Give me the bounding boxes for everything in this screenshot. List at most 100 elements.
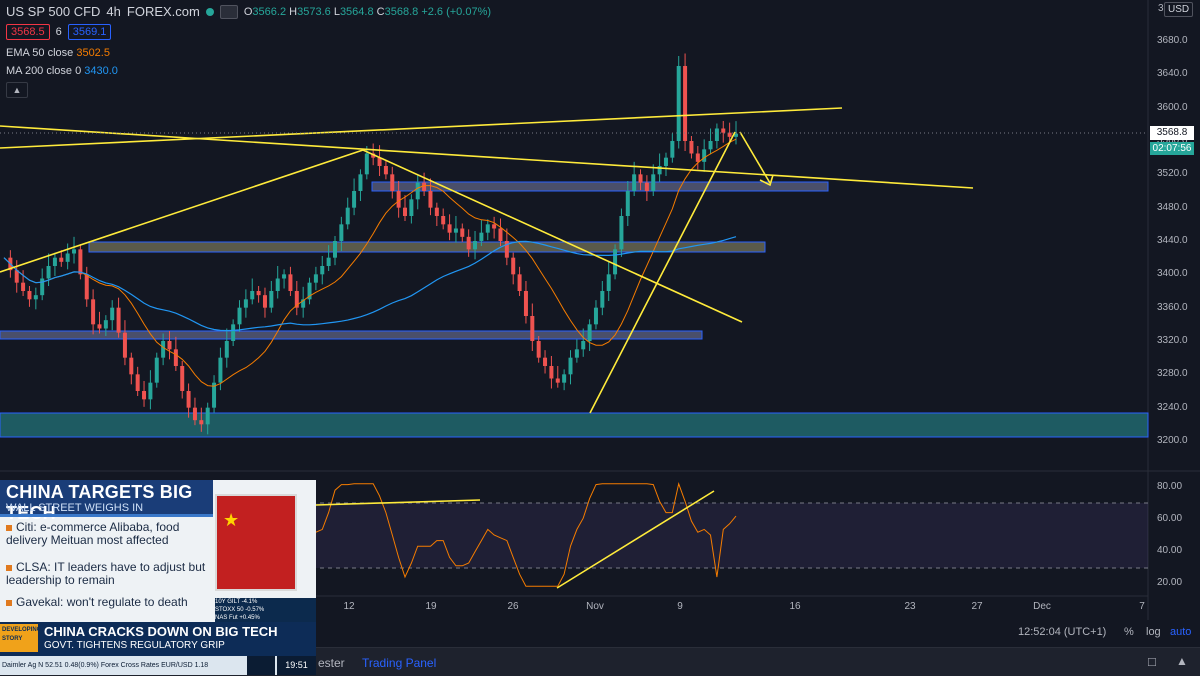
candle xyxy=(473,241,478,250)
candle xyxy=(78,249,83,275)
rsi-trendline-top xyxy=(315,499,481,506)
candle xyxy=(581,341,586,350)
candle xyxy=(352,191,357,208)
candle xyxy=(91,299,96,325)
candle xyxy=(332,241,337,258)
candle xyxy=(549,366,554,379)
trendline-support xyxy=(589,131,736,414)
candle xyxy=(390,174,395,191)
video-ticker-strip: Daimler Ag N 52.51 0.48(0.9%) Forex Cros… xyxy=(0,656,316,675)
developing-story-badge: DEVELOPING STORY xyxy=(0,624,41,652)
candle xyxy=(638,174,643,183)
date-tick: 16 xyxy=(789,601,801,612)
symbol-name[interactable]: US SP 500 CFD xyxy=(6,4,101,19)
candle xyxy=(523,291,528,316)
collapse-legend-chevron-icon[interactable]: ▲ xyxy=(6,82,28,98)
tab-trading-panel[interactable]: Trading Panel xyxy=(362,656,437,670)
percent-scale-button[interactable]: % xyxy=(1124,626,1134,638)
candle xyxy=(326,257,331,266)
price-tick: 3360.0 xyxy=(1157,301,1188,313)
candle xyxy=(517,274,522,291)
candle xyxy=(231,324,236,341)
candle xyxy=(562,374,567,383)
video-ticker-text: Daimler Ag N 52.51 0.48(0.9%) Forex Cros… xyxy=(2,662,209,669)
auto-scale-button[interactable]: auto xyxy=(1170,626,1192,638)
candle xyxy=(269,291,274,308)
rsi-tick: 40.00 xyxy=(1157,545,1183,556)
candle xyxy=(657,166,662,175)
candle xyxy=(600,291,605,308)
candle xyxy=(504,241,509,258)
clock[interactable]: 12:52:04 (UTC+1) xyxy=(1018,626,1107,638)
china-flag-image: ★ xyxy=(215,494,297,591)
video-overlay[interactable]: CHINA TARGETS BIG TECH WALL STREET WEIGH… xyxy=(0,480,316,675)
ma-legend[interactable]: MA 200 close 0 3430.0 xyxy=(6,65,118,77)
candle xyxy=(288,274,293,291)
candle xyxy=(536,341,541,358)
candle xyxy=(396,191,401,208)
candle xyxy=(587,324,592,341)
date-tick: Nov xyxy=(586,601,604,612)
price-tick: 3480.0 xyxy=(1157,201,1188,213)
support-zone xyxy=(0,330,703,340)
maximize-icon[interactable]: □ xyxy=(1148,654,1156,669)
date-tick: 19 xyxy=(425,601,437,612)
ema-label: EMA 50 close xyxy=(6,47,74,59)
log-scale-button[interactable]: log xyxy=(1146,626,1161,638)
candle xyxy=(466,236,471,250)
candle xyxy=(619,216,624,250)
candle xyxy=(313,274,318,283)
candle xyxy=(511,257,516,275)
projection-arrow-line xyxy=(739,131,771,184)
spread-value: 6 xyxy=(55,26,62,38)
video-bullet: CLSA: IT leaders have to adjust but lead… xyxy=(6,560,206,587)
date-tick: Dec xyxy=(1033,601,1051,612)
date-tick: 27 xyxy=(971,601,983,612)
video-time: 19:51 xyxy=(277,656,316,675)
candle xyxy=(453,228,458,233)
ohlc-readout: O3566.2 H3573.6 L3564.8 C3568.8 +2.6 (+0… xyxy=(243,5,492,18)
candle xyxy=(606,274,611,291)
tab-strategy-tester[interactable]: ester xyxy=(318,656,345,670)
video-headline: CHINA TARGETS BIG TECH xyxy=(6,482,193,523)
video-lower-third: DEVELOPING STORY CHINA CRACKS DOWN ON BI… xyxy=(0,622,316,656)
candle xyxy=(663,157,668,166)
candle xyxy=(651,174,656,191)
candle xyxy=(593,307,598,325)
bullet-icon xyxy=(6,525,12,531)
resistance-zone-upper xyxy=(371,181,829,192)
candle xyxy=(683,66,688,141)
resistance-zone xyxy=(88,241,766,253)
candle xyxy=(212,382,217,408)
price-tick: 3200.0 xyxy=(1157,435,1188,446)
candle xyxy=(154,357,159,383)
video-bullet: Citi: e-commerce Alibaba, food delivery … xyxy=(6,520,180,547)
candle xyxy=(199,420,204,425)
ema-legend[interactable]: EMA 50 close 3502.5 xyxy=(6,47,110,59)
candle xyxy=(358,174,363,191)
sell-button[interactable]: 3568.5 xyxy=(6,24,50,40)
currency-button[interactable]: USD xyxy=(1164,2,1194,17)
candle xyxy=(721,128,726,133)
candle xyxy=(555,378,560,383)
flag-icon[interactable] xyxy=(219,4,238,19)
ohlc-close: 3568.8 xyxy=(384,5,419,18)
rsi-tick: 20.00 xyxy=(1157,577,1183,588)
buy-button[interactable]: 3569.1 xyxy=(67,24,112,40)
candle xyxy=(116,307,121,333)
collapse-panel-icon[interactable]: ▲ xyxy=(1176,654,1188,668)
bottom-toolbar: 12:52:04 (UTC+1) % log auto xyxy=(0,620,1200,646)
candle xyxy=(46,266,51,279)
candle xyxy=(33,295,38,300)
data-source: FOREX.com xyxy=(126,4,200,19)
candle xyxy=(625,191,630,216)
projection-arrow-head xyxy=(759,174,774,187)
market-status-icon xyxy=(205,7,214,16)
candle xyxy=(441,216,446,225)
bar-countdown: 02:07:56 xyxy=(1150,142,1194,155)
candle xyxy=(135,374,140,391)
timeframe[interactable]: 4h xyxy=(106,4,121,19)
candle xyxy=(383,166,388,175)
candle xyxy=(727,132,732,137)
date-tick: 7 xyxy=(1139,601,1145,612)
